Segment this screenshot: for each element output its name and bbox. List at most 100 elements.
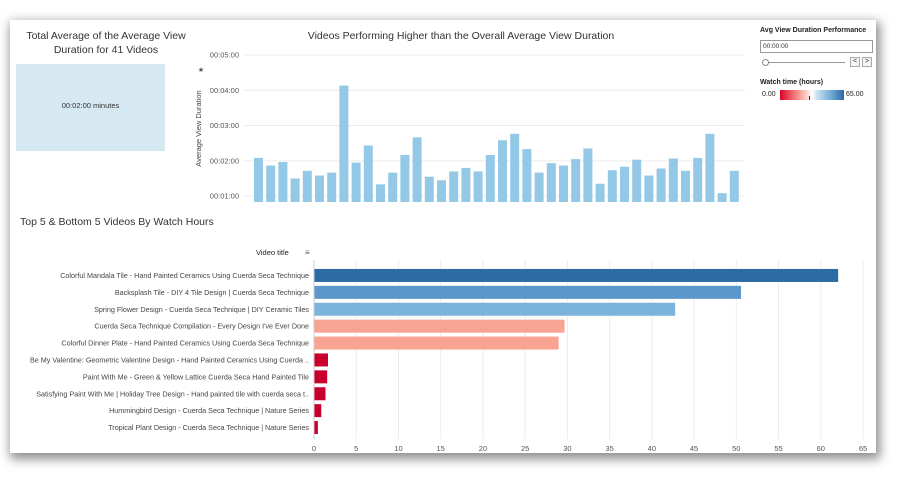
bar [559, 165, 568, 202]
x-tick-label: 10 [394, 444, 402, 452]
kpi-card: 00:02:00 minutes [16, 64, 165, 151]
bar [314, 353, 329, 367]
bar [595, 183, 605, 202]
sort-icon: ≡ [305, 248, 310, 257]
bar [644, 175, 654, 202]
bar [254, 157, 263, 202]
bar [315, 175, 324, 202]
dashboard-frame: Total Average of the Average View Durati… [10, 20, 876, 453]
bar [717, 193, 727, 202]
bar [314, 285, 742, 299]
bar [400, 154, 410, 202]
top-chart-title: Videos Performing Higher than the Overal… [307, 30, 615, 42]
bar [327, 172, 337, 202]
bar [314, 302, 676, 316]
bar [437, 180, 446, 202]
bar [632, 159, 642, 202]
kpi-title: Total Average of the Average View Durati… [26, 30, 186, 56]
performance-slider-track[interactable] [765, 62, 845, 63]
bar [571, 159, 581, 202]
bar [729, 170, 739, 202]
bar [668, 158, 678, 202]
color-legend-ramp [780, 90, 844, 100]
bar [705, 133, 715, 202]
bar [339, 85, 349, 202]
category-label: Satisfying Paint With Me | Holiday Tree … [36, 389, 309, 398]
bar [314, 387, 326, 401]
x-tick-label: 60 [817, 444, 825, 452]
category-label: Hummingbird Design - Cuerda Seca Techniq… [109, 406, 309, 415]
bar [278, 162, 288, 202]
category-label: Be My Valentine: Geometric Valentine Des… [30, 355, 309, 364]
performance-filter-input[interactable]: 00:00:00 [760, 40, 873, 53]
x-tick-label: 0 [312, 444, 316, 452]
kpi-value: 00:02:00 minutes [61, 101, 120, 110]
bar [314, 268, 839, 282]
bottom-chart-title: Top 5 & Bottom 5 Videos By Watch Hours [20, 216, 214, 228]
bar [656, 168, 666, 202]
legend-marker [809, 96, 810, 100]
bar [485, 154, 495, 202]
bar [266, 165, 276, 202]
category-label: Tropical Plant Design - Cuerda Seca Tech… [108, 423, 309, 432]
bar [607, 170, 617, 202]
x-tick-label: 35 [605, 444, 613, 452]
bar [314, 319, 565, 333]
bar [693, 157, 703, 202]
y-tick-label: 00:04:00 [210, 86, 239, 95]
bar [681, 170, 690, 202]
bar [314, 421, 318, 435]
performance-slider-handle[interactable] [762, 59, 769, 66]
bar [522, 149, 532, 202]
bar [583, 148, 593, 202]
y-tick-label: 00:01:00 [210, 192, 239, 201]
pin-icon: ★ [198, 66, 204, 74]
category-label: Paint With Me - Green & Yellow Lattice C… [83, 372, 309, 381]
x-tick-label: 25 [521, 444, 529, 452]
x-tick-label: 65 [859, 444, 867, 452]
bar [314, 336, 559, 350]
x-tick-label: 55 [774, 444, 782, 452]
bar [546, 163, 556, 202]
category-label: Colorful Mandala Tile - Hand Painted Cer… [60, 271, 309, 280]
category-label: Colorful Dinner Plate - Hand Painted Cer… [61, 339, 309, 348]
y-axis-header: Video title [256, 248, 289, 257]
bar [314, 404, 322, 418]
performance-filter-title: Avg View Duration Performance [760, 27, 867, 34]
bar [510, 133, 520, 202]
x-tick-label: 5 [354, 444, 358, 452]
x-tick-label: 45 [690, 444, 698, 452]
bar [473, 171, 483, 202]
bar [620, 166, 629, 202]
next-step-button[interactable]: > [862, 57, 872, 67]
y-tick-label: 00:02:00 [210, 156, 239, 165]
bar [498, 140, 507, 202]
category-label: Cuerda Seca Technique Compilation - Ever… [94, 322, 309, 331]
bar [534, 172, 544, 202]
legend-max: 65.00 [846, 91, 864, 98]
y-axis-label: Average View Duration [194, 90, 203, 166]
bar [376, 184, 385, 202]
category-label: Spring Flower Design - Cuerda Seca Techn… [94, 305, 309, 314]
bar [424, 176, 434, 202]
bar [290, 178, 300, 202]
y-tick-label: 00:03:00 [210, 121, 239, 130]
legend-title: Watch time (hours) [760, 79, 824, 86]
y-tick-label: 00:05:00 [210, 51, 239, 60]
horizontal-bar-chart: 0 5 10 15 20 25 30 35 40 45 50 55 60 65 Video title ≡ Co… [30, 248, 867, 452]
category-label: Backsplash Tile - DIY 4 Tile Design | Cu… [115, 288, 309, 297]
bar [351, 162, 361, 202]
prev-step-button[interactable]: < [850, 57, 860, 67]
bar [302, 170, 312, 202]
bar [412, 137, 422, 202]
bar [363, 145, 373, 202]
top-bar-chart: 00:01:00 00:02:00 00:03:00 00:04:00 00:05:00… [194, 51, 745, 202]
x-tick-label: 20 [479, 444, 487, 452]
x-tick-label: 30 [563, 444, 571, 452]
x-tick-label: 50 [732, 444, 740, 452]
bar [314, 370, 328, 384]
bar [449, 171, 459, 202]
x-tick-label: 40 [648, 444, 656, 452]
legend-min: 0.00 [762, 91, 776, 98]
x-tick-label: 15 [437, 444, 445, 452]
